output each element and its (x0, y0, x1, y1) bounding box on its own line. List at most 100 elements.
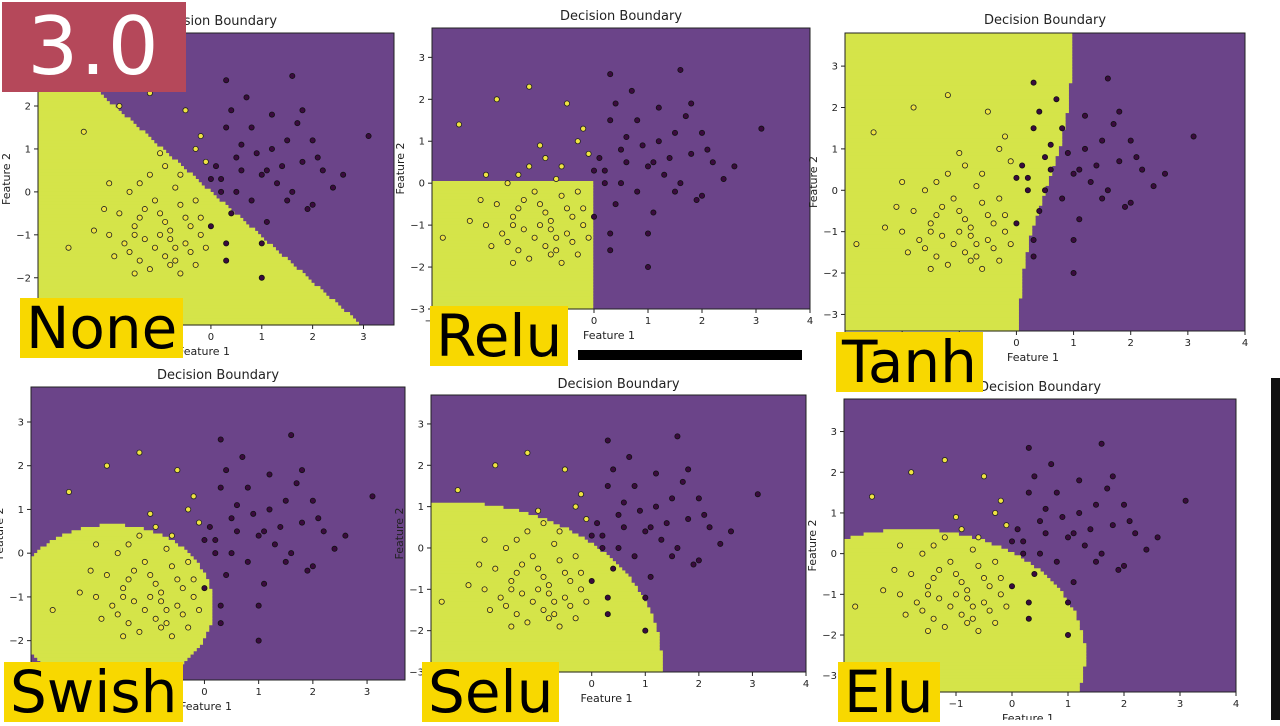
y-tick-label: 3 (419, 53, 425, 64)
point-class0 (910, 104, 917, 111)
point-class0 (141, 206, 148, 213)
point-class1 (1143, 546, 1150, 553)
point-class1 (594, 520, 601, 527)
point-class0 (542, 243, 549, 250)
point-class0 (192, 197, 199, 204)
point-class1 (695, 557, 702, 564)
label-elu: Elu (838, 662, 940, 722)
point-class0 (981, 473, 988, 480)
point-class1 (615, 511, 622, 518)
point-class1 (1110, 121, 1117, 128)
point-class0 (529, 553, 536, 560)
point-class1 (754, 491, 761, 498)
point-class0 (556, 557, 563, 564)
point-class0 (1002, 133, 1009, 140)
point-class0 (958, 611, 965, 618)
point-class0 (509, 259, 516, 266)
point-class0 (515, 171, 522, 178)
point-class0 (49, 607, 56, 614)
point-class1 (623, 134, 630, 141)
point-class0 (958, 579, 965, 586)
point-class1 (217, 602, 224, 609)
point-class0 (157, 150, 164, 157)
point-class0 (561, 466, 568, 473)
point-class0 (545, 590, 552, 597)
point-class0 (80, 128, 87, 135)
point-class0 (580, 222, 587, 229)
point-class0 (177, 171, 184, 178)
point-class1 (607, 71, 614, 78)
point-class0 (558, 192, 565, 199)
point-class1 (679, 478, 686, 485)
y-tick-label: 2 (832, 103, 838, 114)
point-class0 (975, 534, 982, 541)
point-class1 (271, 541, 278, 548)
point-class1 (1065, 534, 1072, 541)
point-class0 (925, 591, 932, 598)
y-tick-label: 1 (18, 505, 24, 516)
point-class1 (688, 150, 695, 157)
point-class1 (288, 550, 295, 557)
point-class0 (106, 180, 113, 187)
point-class0 (975, 627, 982, 634)
point-class1 (288, 432, 295, 439)
point-class0 (956, 150, 963, 157)
point-class0 (908, 469, 915, 476)
point-class1 (669, 495, 676, 502)
point-class1 (672, 188, 679, 195)
point-class1 (645, 264, 652, 271)
point-class1 (607, 230, 614, 237)
x-axis-label: Feature 1 (580, 692, 632, 705)
point-class1 (233, 188, 240, 195)
point-class0 (572, 615, 579, 622)
point-class0 (493, 201, 500, 208)
x-axis-label: Feature 1 (178, 345, 230, 358)
point-class1 (634, 188, 641, 195)
point-class1 (1009, 538, 1016, 545)
point-class0 (152, 615, 159, 622)
point-class0 (953, 514, 960, 521)
y-tick-label: −1 (410, 221, 425, 232)
point-class0 (515, 205, 522, 212)
point-class0 (157, 231, 164, 238)
point-class0 (147, 593, 154, 600)
point-class0 (515, 247, 522, 254)
point-class1 (342, 532, 349, 539)
y-tick-label: −2 (9, 636, 24, 647)
point-class0 (922, 245, 929, 252)
point-class0 (202, 158, 209, 165)
point-class1 (244, 558, 251, 565)
point-class1 (1122, 203, 1129, 210)
y-axis-label: Feature 2 (393, 507, 406, 559)
point-class1 (623, 159, 630, 166)
chart-title: Decision Boundary (557, 377, 679, 392)
point-class1 (299, 467, 306, 474)
point-class0 (163, 620, 170, 627)
point-class0 (984, 212, 991, 219)
point-class1 (1014, 526, 1021, 533)
point-class1 (1042, 187, 1049, 194)
point-class0 (477, 196, 484, 203)
point-class0 (106, 231, 113, 238)
point-class1 (1025, 489, 1032, 496)
x-tick-label: 1 (1065, 699, 1071, 710)
point-class1 (601, 180, 608, 187)
x-tick-label: 2 (696, 679, 702, 690)
point-class0 (125, 541, 132, 548)
point-class0 (986, 583, 993, 590)
point-class0 (547, 251, 554, 258)
y-tick-label: −2 (16, 273, 31, 284)
point-class1 (282, 497, 289, 504)
point-class0 (545, 582, 552, 589)
point-class0 (520, 226, 527, 233)
point-class1 (663, 520, 670, 527)
version-badge: 3.0 (2, 2, 186, 92)
point-class0 (547, 226, 554, 233)
point-class1 (720, 175, 727, 182)
point-class0 (919, 550, 926, 557)
point-class0 (1003, 603, 1010, 610)
point-class0 (141, 558, 148, 565)
point-class1 (223, 257, 230, 264)
point-class0 (992, 558, 999, 565)
